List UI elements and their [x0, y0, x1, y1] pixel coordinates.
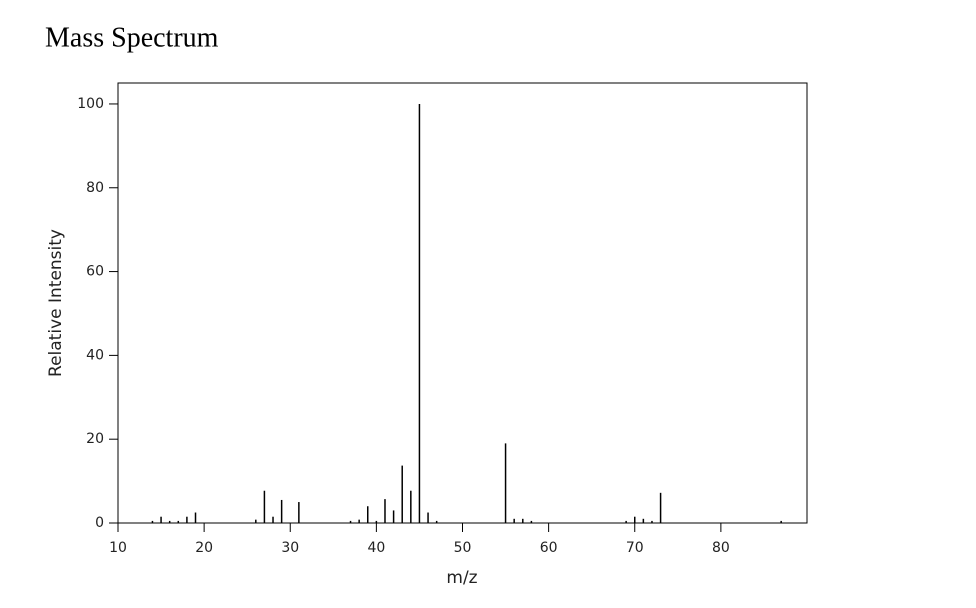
x-tick-label: 70	[626, 540, 644, 556]
y-axis-label: Relative Intensity	[46, 229, 66, 377]
x-tick-label: 50	[454, 540, 472, 556]
x-axis-label: m/z	[446, 568, 477, 588]
plot-frame	[117, 82, 808, 524]
chart-title: Mass Spectrum	[45, 22, 219, 53]
x-tick-label: 30	[281, 540, 299, 556]
y-tick-label: 40	[86, 347, 104, 363]
y-tick-label: 60	[86, 264, 104, 280]
y-tick-label: 20	[86, 431, 104, 447]
y-tick-label: 100	[77, 96, 104, 112]
x-tick-label: 10	[109, 540, 127, 556]
x-tick-label: 40	[367, 540, 385, 556]
x-tick-label: 80	[712, 540, 730, 556]
y-tick-label: 0	[95, 515, 104, 531]
x-tick-label: 20	[195, 540, 213, 556]
x-tick-label: 60	[540, 540, 558, 556]
y-tick-label: 80	[86, 180, 104, 196]
